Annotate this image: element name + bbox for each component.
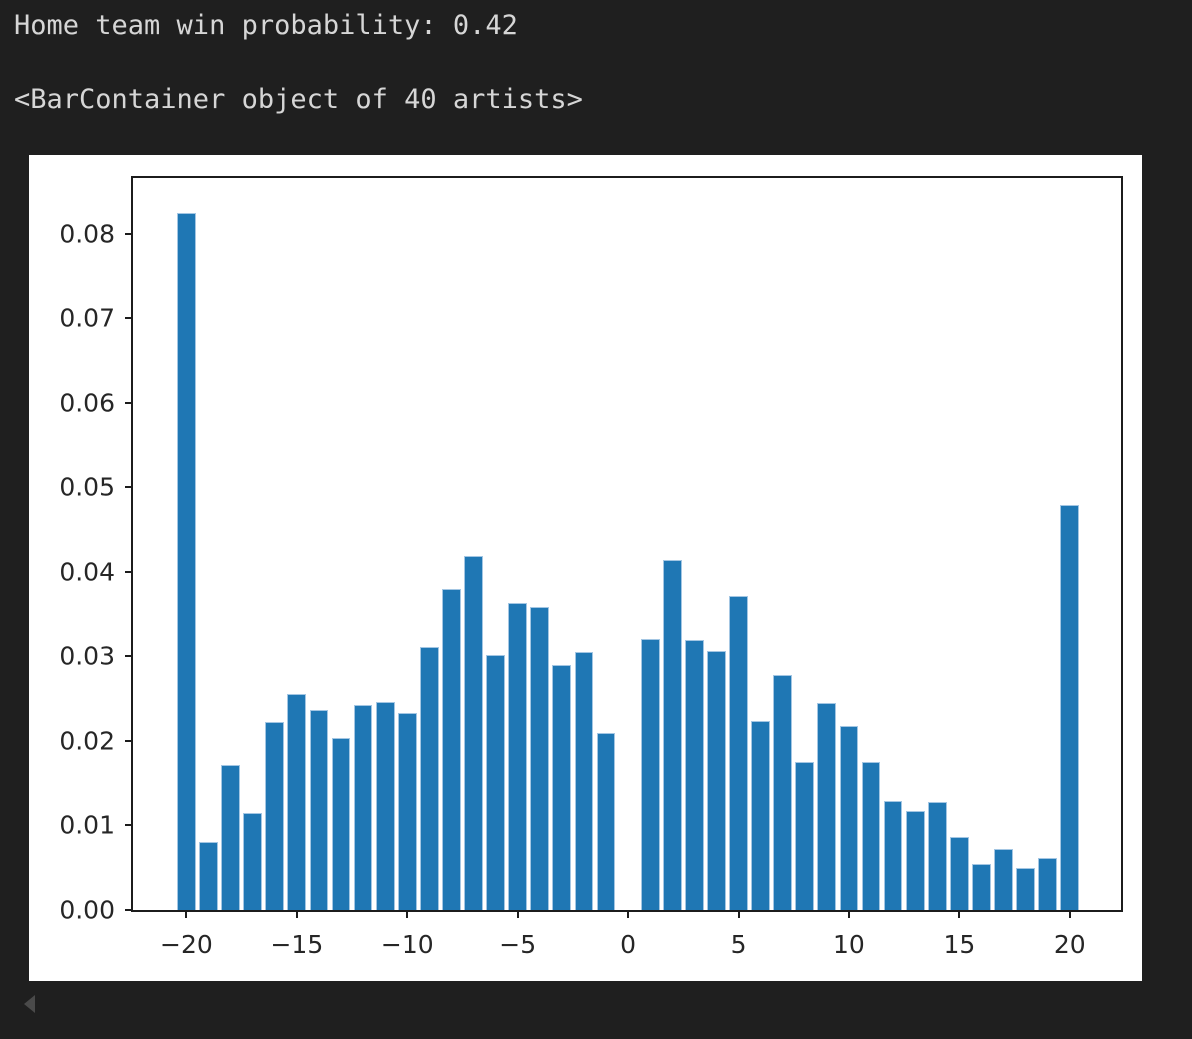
bar — [265, 722, 285, 910]
x-tick-label: −10 — [380, 930, 434, 959]
bar — [773, 675, 793, 910]
console-line-barcontainer: <BarContainer object of 40 artists> — [14, 84, 583, 115]
bar — [707, 650, 726, 910]
bar — [927, 801, 947, 910]
bar — [199, 842, 218, 910]
collapse-output-arrow-icon[interactable] — [24, 995, 35, 1013]
x-tick-label: 5 — [730, 930, 747, 959]
bar — [419, 647, 439, 910]
x-tick-mark — [516, 910, 519, 918]
y-tick-label: 0.00 — [59, 895, 115, 925]
x-tick-label: 15 — [943, 930, 976, 959]
y-tick-mark — [125, 824, 133, 827]
x-tick-mark — [406, 910, 409, 918]
x-tick-mark — [737, 910, 740, 918]
y-tick-label: 0.05 — [59, 472, 115, 502]
y-tick-label: 0.06 — [59, 388, 115, 418]
bar — [243, 812, 263, 910]
y-tick-label: 0.07 — [59, 303, 115, 333]
bar — [574, 652, 594, 910]
bar — [442, 588, 461, 910]
bar — [684, 639, 704, 910]
x-tick-mark — [847, 910, 850, 918]
bar — [640, 638, 660, 910]
y-tick-label: 0.04 — [59, 557, 115, 587]
bar — [1016, 867, 1035, 910]
bar — [353, 705, 373, 910]
x-tick-label: 10 — [833, 930, 865, 959]
y-tick-label: 0.01 — [59, 810, 115, 840]
x-tick-label: −15 — [270, 930, 324, 959]
y-tick-mark — [125, 401, 133, 404]
bar — [486, 654, 505, 910]
x-tick-mark — [627, 910, 630, 918]
bar — [729, 595, 748, 910]
y-tick-mark — [125, 486, 133, 489]
bar — [596, 732, 616, 910]
y-tick-label: 0.02 — [59, 726, 115, 756]
y-tick-mark — [125, 909, 133, 911]
y-tick-mark — [125, 739, 133, 742]
bar — [552, 664, 572, 910]
bar — [972, 864, 991, 910]
y-tick-label: 0.03 — [59, 641, 115, 671]
bar — [905, 811, 925, 910]
console-line-probability: Home team win probability: 0.42 — [14, 10, 518, 41]
bar — [949, 837, 969, 910]
bar — [1060, 505, 1080, 910]
x-tick-label: −5 — [499, 930, 537, 959]
y-tick-label: 0.08 — [59, 219, 115, 249]
bar — [375, 702, 395, 910]
bar — [883, 800, 903, 910]
x-tick-mark — [295, 910, 298, 918]
y-tick-mark — [125, 317, 133, 320]
bar — [397, 713, 417, 910]
bar — [508, 603, 528, 910]
bar — [331, 738, 351, 910]
y-tick-mark — [125, 570, 133, 573]
bar — [1038, 858, 1058, 910]
bar — [861, 762, 881, 910]
x-tick-label: −20 — [160, 930, 213, 959]
x-tick-mark — [1068, 910, 1071, 918]
x-tick-mark — [185, 910, 188, 918]
bar — [994, 849, 1013, 910]
x-tick-label: 20 — [1053, 930, 1086, 959]
figure-canvas: −20 −15 −10 −5 0 5 10 15 20 0.00 0.01 0.02 0.03 0.04 0… — [29, 155, 1142, 981]
bar — [839, 725, 859, 910]
y-tick-mark — [125, 655, 133, 658]
bar — [795, 762, 815, 910]
x-tick-mark — [958, 910, 961, 918]
bar — [751, 720, 770, 910]
y-tick-mark — [125, 232, 133, 235]
bar — [309, 709, 329, 910]
bar — [221, 764, 240, 910]
bar — [530, 607, 550, 910]
bar — [464, 555, 483, 910]
bar — [287, 694, 307, 910]
bar — [177, 212, 196, 910]
bar — [817, 702, 837, 910]
x-tick-label: 0 — [620, 930, 637, 959]
axes: −20 −15 −10 −5 0 5 10 15 20 0.00 0.01 0.02 0.03 0.04 0… — [59, 176, 1123, 959]
bar — [662, 560, 682, 910]
